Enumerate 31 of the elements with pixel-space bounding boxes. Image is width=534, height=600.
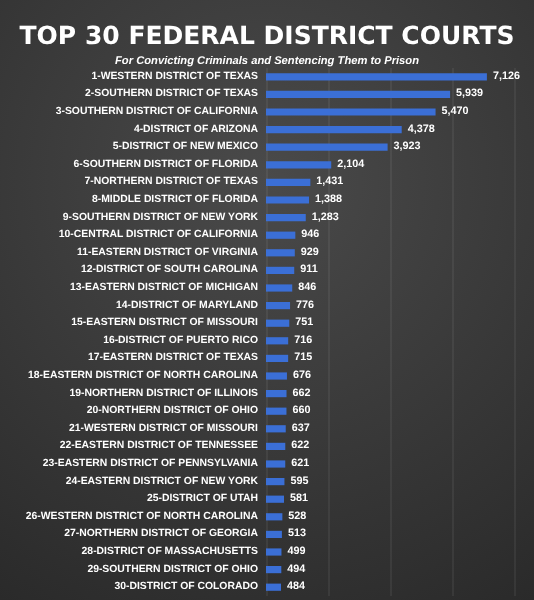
bar bbox=[266, 495, 285, 503]
bar bbox=[266, 231, 296, 239]
bar bbox=[266, 478, 285, 486]
bar bbox=[266, 337, 289, 345]
bar bbox=[266, 73, 487, 81]
bar bbox=[266, 284, 293, 292]
bar bbox=[266, 390, 287, 398]
bar bbox=[266, 566, 282, 574]
chart-title: TOP 30 FEDERAL DISTRICT COURTS bbox=[19, 20, 515, 50]
bar bbox=[266, 90, 451, 98]
bar bbox=[266, 583, 281, 591]
bar bbox=[266, 126, 402, 134]
bar bbox=[266, 266, 295, 274]
bar bbox=[266, 161, 332, 169]
bar bbox=[266, 442, 286, 450]
bar bbox=[266, 196, 310, 204]
bar bbox=[266, 319, 290, 327]
bar bbox=[266, 460, 286, 468]
bar bbox=[266, 407, 287, 415]
bar bbox=[266, 178, 311, 186]
bar bbox=[266, 425, 286, 433]
bar bbox=[266, 548, 282, 556]
bar bbox=[266, 108, 436, 116]
bar bbox=[266, 530, 282, 538]
bar bbox=[266, 513, 283, 521]
bar bbox=[266, 354, 289, 362]
bar bbox=[266, 214, 306, 222]
bar bbox=[266, 302, 291, 310]
bar bbox=[266, 372, 287, 380]
bar bbox=[266, 249, 295, 257]
bar bbox=[266, 143, 388, 151]
